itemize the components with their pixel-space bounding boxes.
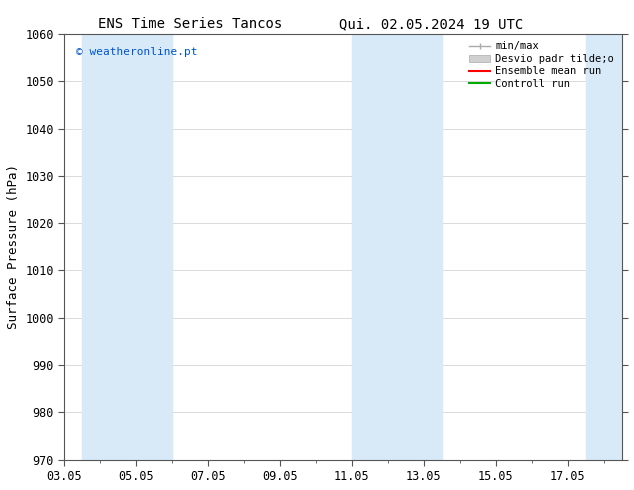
Text: © weatheronline.pt: © weatheronline.pt <box>75 47 197 57</box>
Bar <box>119 34 172 460</box>
Bar <box>352 34 388 460</box>
Legend: min/max, Desvio padr tilde;o, Ensemble mean run, Controll run: min/max, Desvio padr tilde;o, Ensemble m… <box>467 39 616 91</box>
Text: Qui. 02.05.2024 19 UTC: Qui. 02.05.2024 19 UTC <box>339 17 523 31</box>
Bar <box>82 34 119 460</box>
Y-axis label: Surface Pressure (hPa): Surface Pressure (hPa) <box>7 164 20 329</box>
Bar <box>388 34 442 460</box>
Bar <box>586 34 621 460</box>
Text: ENS Time Series Tancos: ENS Time Series Tancos <box>98 17 282 31</box>
